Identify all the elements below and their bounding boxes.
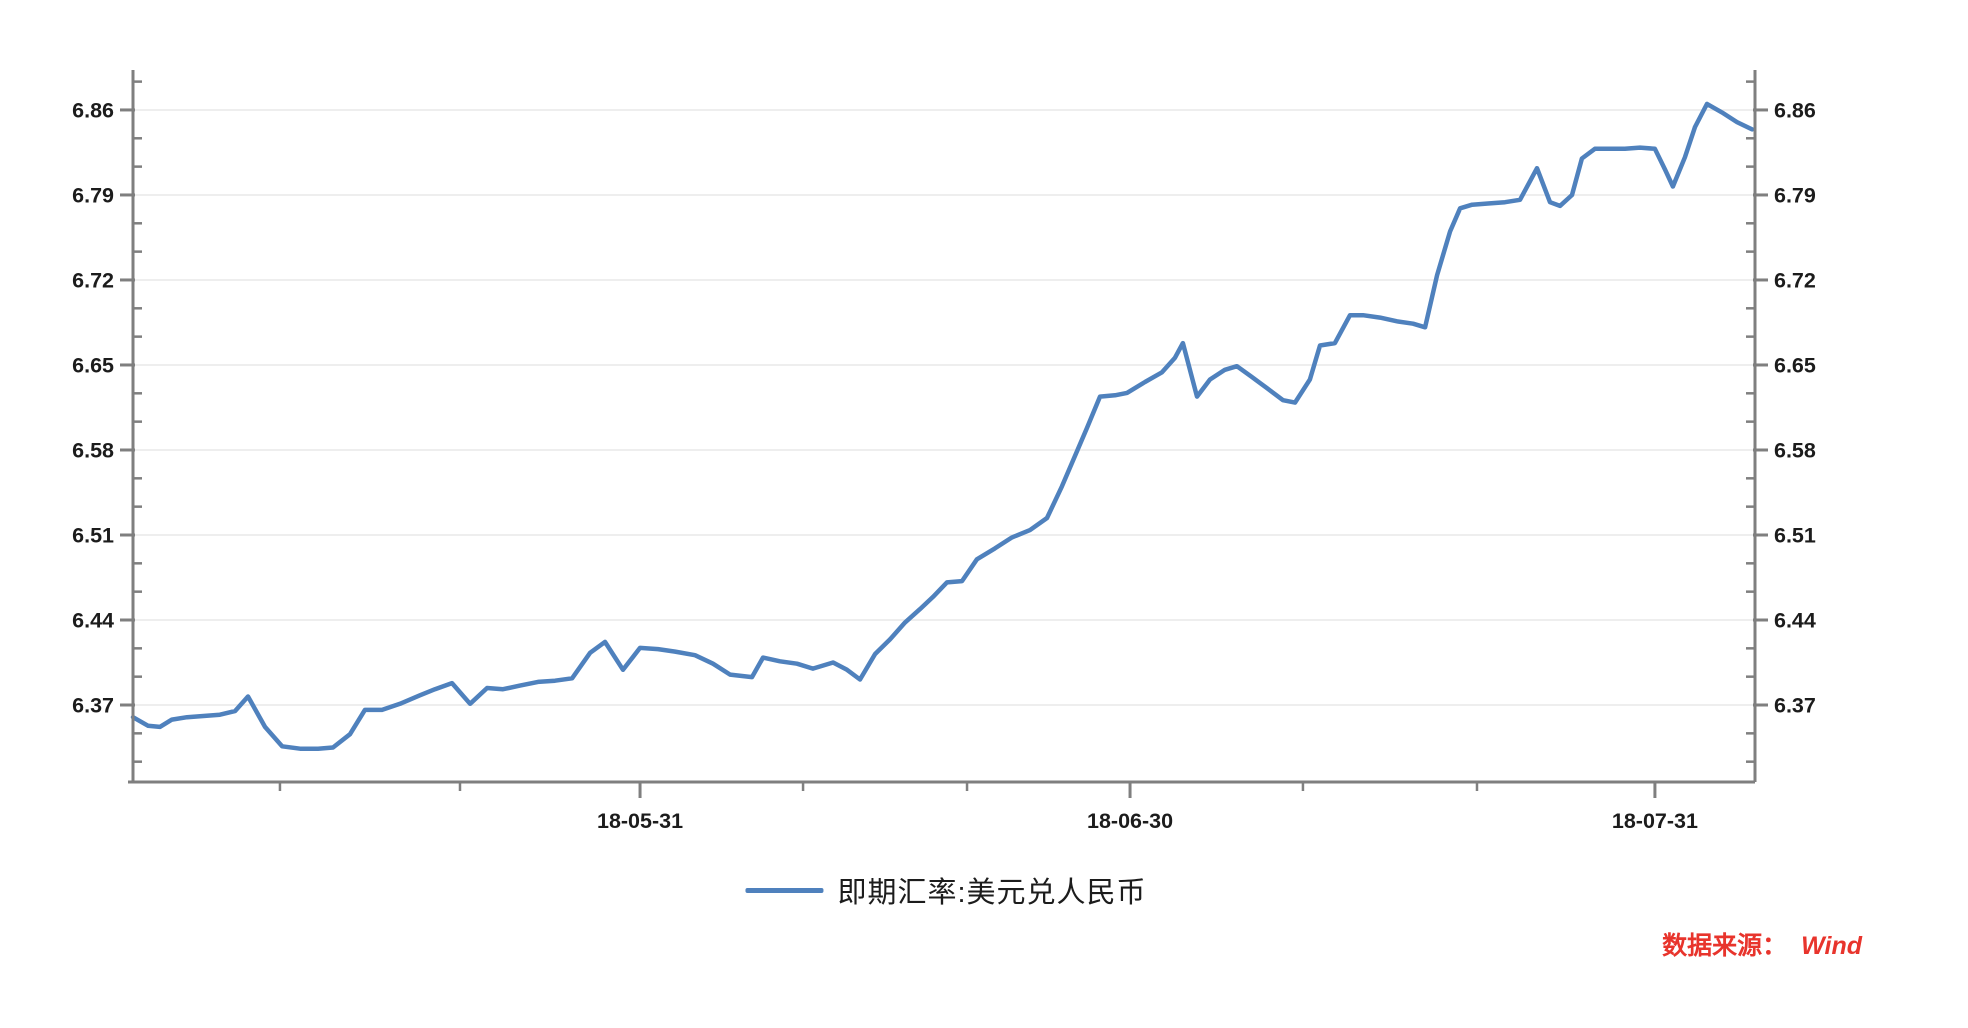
y-tick-label-left: 6.37 (72, 694, 114, 718)
y-tick-label-right: 6.51 (1774, 524, 1816, 548)
y-tick-label-left: 6.51 (72, 524, 114, 548)
x-tick-label: 18-07-31 (1612, 809, 1698, 833)
y-tick-label-right: 6.37 (1774, 694, 1816, 718)
y-tick-label-left: 6.79 (72, 183, 114, 207)
y-tick-label-right: 6.44 (1774, 609, 1816, 633)
y-tick-label-left: 6.86 (72, 98, 114, 122)
data-source: 数据来源： Wind (1662, 926, 1862, 962)
x-tick-label: 18-06-30 (1087, 809, 1173, 833)
data-source-prefix: 数据来源： (1662, 932, 1788, 960)
legend: 即期汇率:美元兑人民币 (745, 869, 1146, 911)
x-tick-label: 18-05-31 (597, 809, 683, 833)
y-tick-label-right: 6.58 (1774, 439, 1816, 463)
series-line (130, 101, 1755, 751)
y-tick-label-left: 6.44 (72, 609, 114, 633)
y-tick-label-right: 6.72 (1774, 268, 1816, 292)
y-tick-label-right: 6.79 (1774, 183, 1816, 207)
legend-label: 即期汇率:美元兑人民币 (837, 877, 1147, 909)
y-tick-label-right: 6.86 (1774, 98, 1816, 122)
y-tick-label-right: 6.65 (1774, 354, 1816, 378)
legend-line-swatch (745, 887, 824, 893)
y-tick-label-left: 6.65 (72, 354, 114, 378)
y-tick-label-left: 6.58 (72, 439, 114, 463)
y-tick-label-left: 6.72 (72, 268, 114, 292)
data-source-name: Wind (1801, 932, 1862, 960)
